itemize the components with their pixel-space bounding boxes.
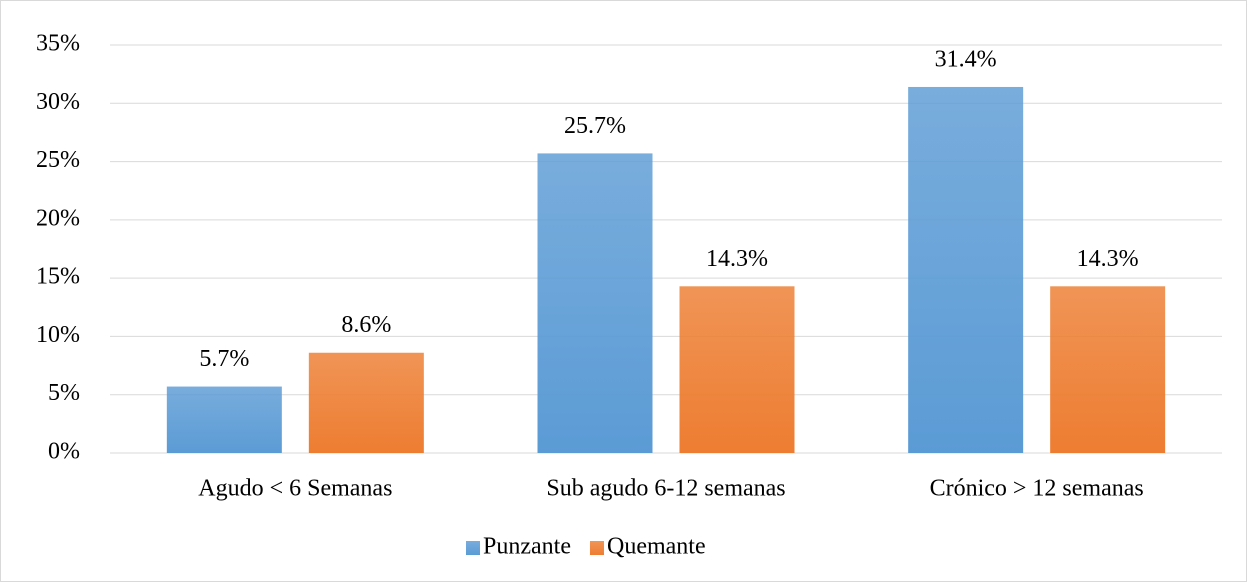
y-tick-label: 30% (36, 89, 80, 115)
bar (908, 86, 1024, 454)
bar (679, 286, 795, 453)
legend-swatch (466, 541, 480, 555)
bar (308, 352, 424, 453)
value-label: 5.7% (199, 346, 249, 372)
bar (1050, 286, 1166, 453)
value-label: 25.7% (564, 113, 626, 139)
y-tick-label: 15% (36, 264, 80, 290)
y-tick-label: 20% (36, 205, 80, 231)
y-tick-label: 35% (36, 31, 80, 57)
y-tick-label: 0% (48, 439, 80, 465)
legend-swatch (589, 541, 604, 555)
x-tick-label: Agudo < 6 Semanas (198, 476, 392, 502)
y-tick-label: 10% (36, 322, 80, 348)
y-tick-label: 25% (36, 147, 80, 173)
legend-label: Quemante (607, 534, 706, 560)
value-label: 31.4% (935, 46, 997, 72)
value-label: 14.3% (1077, 246, 1139, 272)
x-tick-label: Sub agudo 6-12 semanas (546, 476, 785, 502)
value-label: 8.6% (341, 312, 391, 338)
value-label: 14.3% (706, 246, 768, 272)
bar (537, 153, 653, 453)
y-tick-label: 5% (48, 380, 80, 406)
x-tick-label: Crónico > 12 semanas (930, 476, 1144, 502)
legend-label: Punzante (483, 534, 571, 560)
bar (166, 386, 282, 453)
